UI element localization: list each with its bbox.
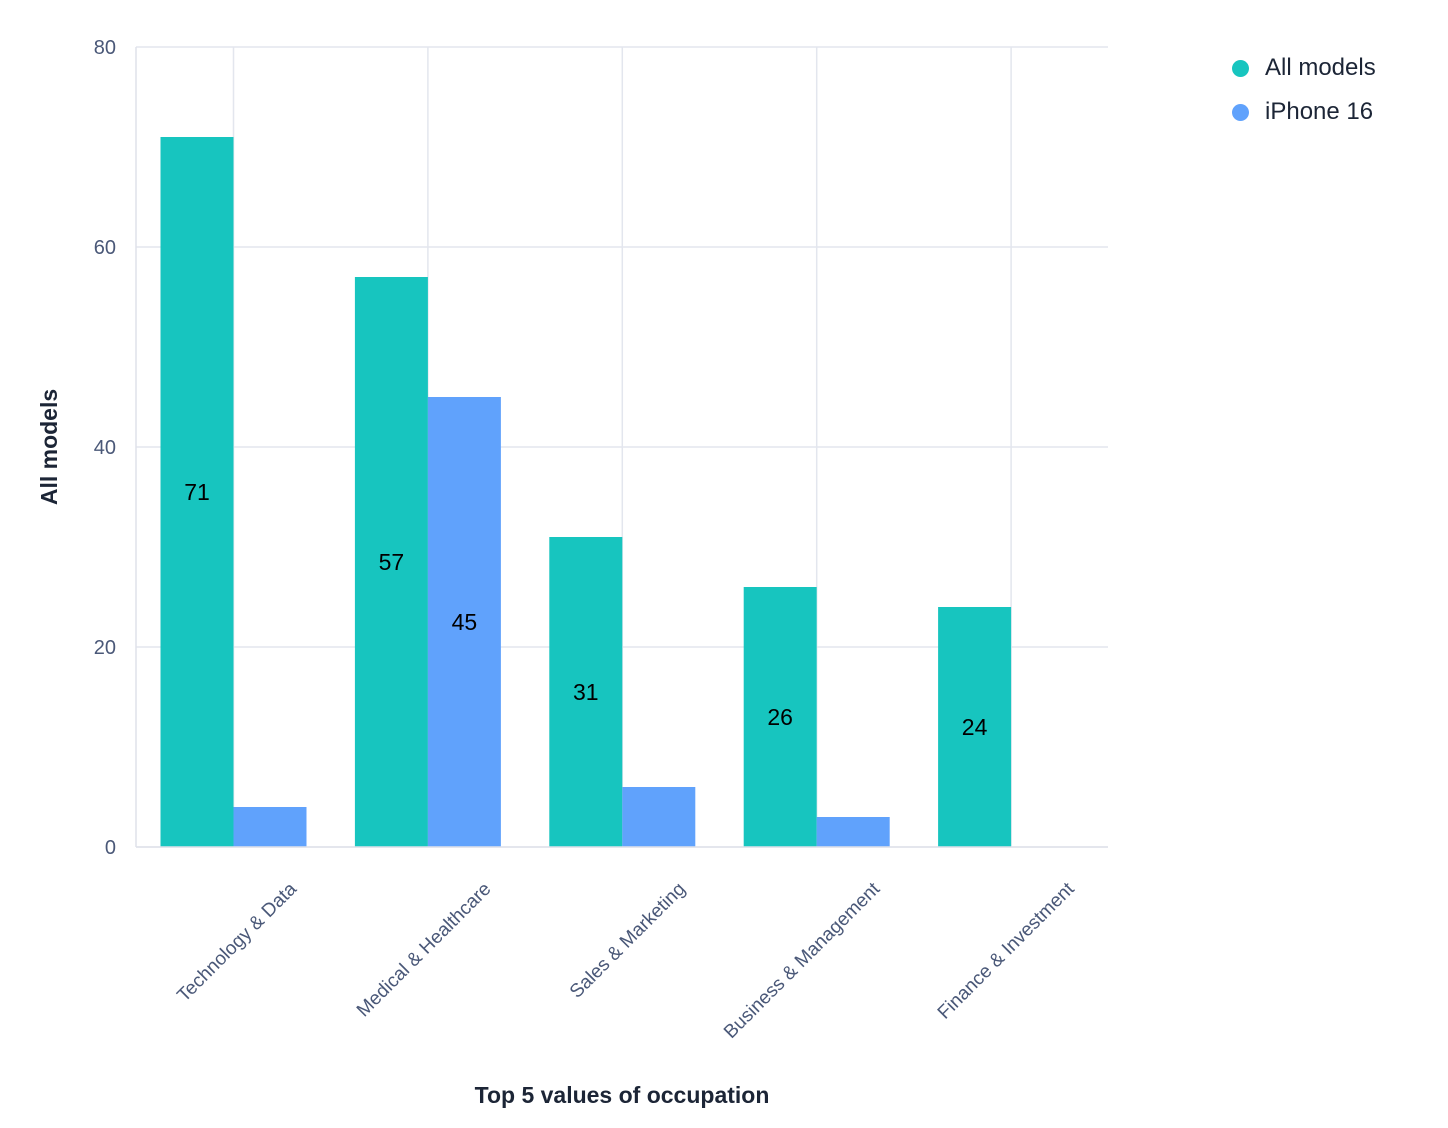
bar-all-models[interactable] — [743, 587, 817, 847]
bar-value-label: 31 — [573, 679, 599, 705]
x-tick-label: Finance & Investment — [934, 878, 1079, 1023]
bar-iphone-16[interactable] — [233, 807, 307, 847]
y-tick-label: 40 — [94, 437, 116, 459]
x-axis-title: Top 5 values of occupation — [475, 1082, 770, 1108]
x-tick-label: Medical & Healthcare — [353, 879, 496, 1022]
bar-iphone-16[interactable] — [622, 787, 696, 847]
legend-item-iphone-16[interactable]: iPhone 16 — [1232, 90, 1376, 134]
bar-all-models[interactable] — [938, 607, 1012, 847]
bars — [160, 137, 1012, 847]
y-tick-label: 20 — [94, 637, 116, 659]
bar-value-label: 26 — [767, 704, 793, 730]
bar-value-label: 24 — [962, 714, 988, 740]
y-tick-label: 80 — [94, 37, 116, 59]
bar-all-models[interactable] — [354, 277, 428, 847]
legend-dot-all-models — [1232, 59, 1249, 77]
legend-label: iPhone 16 — [1265, 98, 1374, 125]
y-axis-title: All models — [36, 389, 62, 505]
bar-value-label: 45 — [452, 609, 478, 635]
legend-label: All models — [1265, 54, 1376, 81]
legend: All models iPhone 16 — [1232, 46, 1376, 134]
value-labels: 71 57 31 26 24 45 — [184, 479, 987, 740]
bar-iphone-16[interactable] — [816, 817, 890, 847]
bar-iphone-16[interactable] — [427, 397, 501, 847]
bar-value-label: 57 — [379, 549, 405, 575]
bar-all-models[interactable] — [549, 537, 623, 847]
x-tick-label: Business & Management — [720, 878, 885, 1043]
y-tick-label: 60 — [94, 237, 116, 259]
x-tick-label: Sales & Marketing — [566, 879, 690, 1003]
y-tick-label: 0 — [105, 837, 116, 859]
bar-all-models[interactable] — [160, 137, 234, 847]
legend-item-all-models[interactable]: All models — [1232, 46, 1376, 90]
legend-dot-iphone-16 — [1232, 103, 1249, 121]
bar-value-label: 71 — [184, 479, 210, 505]
x-tick-label: Technology & Data — [173, 878, 301, 1006]
